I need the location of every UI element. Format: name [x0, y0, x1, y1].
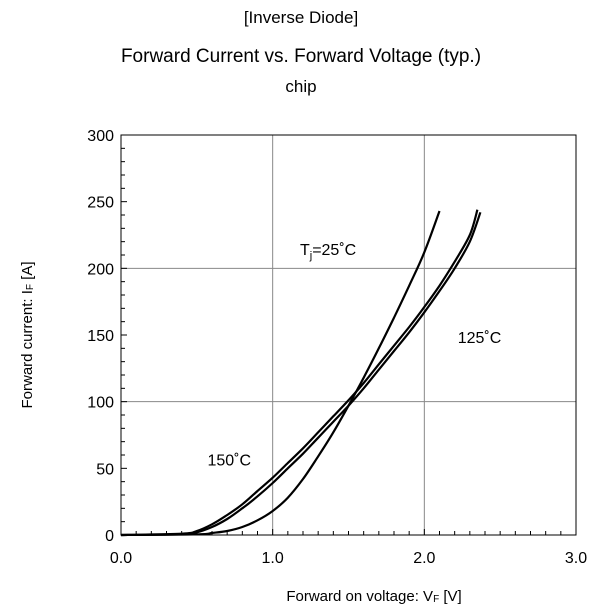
- y-tick-label: 200: [87, 261, 114, 278]
- x-axis-label: Forward on voltage: VF [V]: [286, 588, 461, 605]
- grid-lines: [121, 135, 576, 535]
- y-tick-label: 300: [87, 128, 114, 145]
- minor-ticks: [120, 134, 577, 536]
- curves: [120, 209, 482, 537]
- curve-series-2: [120, 211, 482, 537]
- x-tick-label: 1.0: [262, 550, 284, 567]
- y-axis-label: Forward current: IF [A]: [19, 262, 36, 409]
- chart-subtitle: Forward Current vs. Forward Voltage (typ…: [120, 46, 482, 67]
- curve-annotation: Tj=25˚C: [300, 242, 356, 262]
- plot-frame: [120, 134, 577, 536]
- curve-series-1: [120, 210, 441, 537]
- x-tick-labels: 0.0 1.0 2.0 3.0: [110, 550, 587, 567]
- x-tick-label: 3.0: [565, 550, 587, 567]
- y-tick-label: 100: [87, 395, 114, 412]
- curve-annotations: Tj=25˚C 125˚C 150˚C: [207, 242, 501, 470]
- y-tick-labels: 0 50 100 150 200 250 300: [87, 128, 114, 545]
- y-tick-label: 250: [87, 195, 114, 212]
- curve-series-3: [120, 209, 479, 537]
- curve-annotation: 125˚C: [458, 330, 502, 347]
- chart-subtitle-chip: chip: [285, 77, 317, 96]
- x-tick-label: 2.0: [413, 550, 435, 567]
- y-tick-label: 150: [87, 328, 114, 345]
- x-tick-label: 0.0: [110, 550, 132, 567]
- y-tick-label: 50: [96, 461, 114, 478]
- curve-annotation: 150˚C: [207, 453, 251, 470]
- chart-title: [Inverse Diode]: [243, 8, 359, 27]
- y-tick-label: 0: [105, 528, 114, 545]
